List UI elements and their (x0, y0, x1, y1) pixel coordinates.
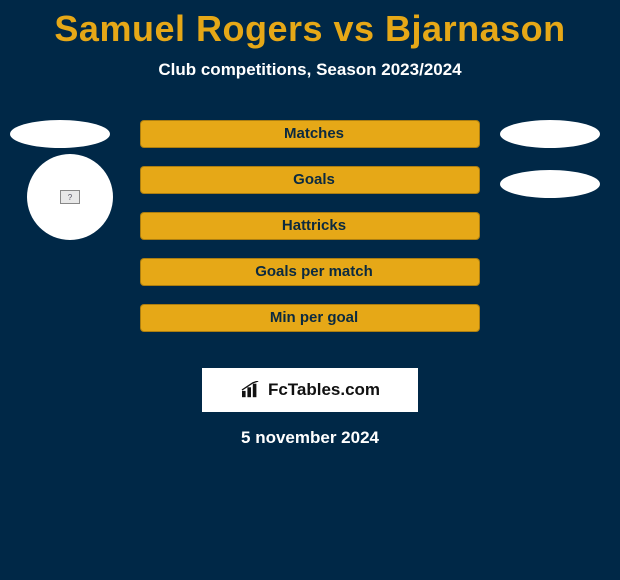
generated-date: 5 november 2024 (0, 428, 620, 448)
comparison-chart: Matches ? Goals Hattricks Goals per matc… (0, 120, 620, 350)
left-value-ellipse (10, 120, 110, 148)
chart-row: Min per goal (0, 304, 620, 350)
attribution-logo: FcTables.com (202, 368, 418, 412)
stat-bar-label: Hattricks (140, 212, 480, 240)
flag-icon: ? (60, 190, 80, 204)
right-value-ellipse (500, 170, 600, 198)
stat-bar-label: Matches (140, 120, 480, 148)
chart-row: ? Goals (0, 166, 620, 212)
stat-bar-label: Goals per match (140, 258, 480, 286)
right-value-ellipse (500, 120, 600, 148)
page-subtitle: Club competitions, Season 2023/2024 (0, 60, 620, 80)
stat-bar-label: Goals (140, 166, 480, 194)
flag-glyph: ? (68, 193, 72, 202)
page-title: Samuel Rogers vs Bjarnason (0, 0, 620, 50)
stat-bar-label: Min per goal (140, 304, 480, 332)
chart-row: Matches (0, 120, 620, 166)
bar-chart-icon (240, 381, 262, 399)
chart-row: Goals per match (0, 258, 620, 304)
attribution-text: FcTables.com (268, 380, 380, 400)
chart-row: Hattricks (0, 212, 620, 258)
